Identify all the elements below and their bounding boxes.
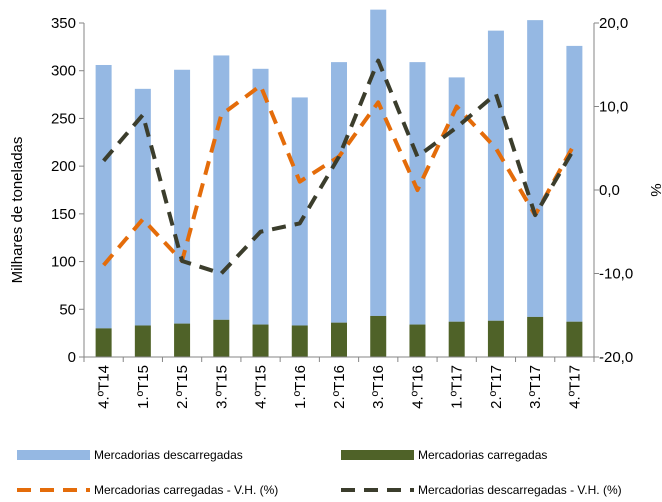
bar-mercadorias-carregadas — [370, 315, 387, 357]
y-axis-label: Milhares de toneladas — [9, 137, 26, 284]
bar-mercadorias-descarregadas — [213, 55, 230, 320]
x-tick-label: 1.ºT15 — [135, 365, 152, 409]
bar-mercadorias-carregadas — [95, 328, 112, 357]
bar-mercadorias-descarregadas — [174, 69, 191, 324]
bar-mercadorias-carregadas — [213, 319, 230, 357]
bar-mercadorias-carregadas — [566, 321, 583, 357]
bar-mercadorias-carregadas — [252, 324, 269, 357]
bar-mercadorias-carregadas — [487, 320, 504, 357]
y2-tick-label: 0,0 — [599, 182, 620, 199]
y2-tick-label: -10,0 — [599, 266, 633, 283]
x-tick-label: 2.ºT15 — [174, 365, 191, 409]
x-tick-label: 1.ºT17 — [449, 365, 466, 409]
x-tick-label: 4.ºT15 — [253, 365, 270, 409]
bar-mercadorias-carregadas — [448, 321, 465, 357]
legend: Mercadorias descarregadas Mercadorias car… — [17, 448, 622, 497]
y-tick-label: 250 — [51, 110, 76, 127]
bar-mercadorias-carregadas — [134, 325, 151, 357]
x-tick-label: 2.ºT17 — [488, 365, 505, 409]
x-tick-label: 3.ºT16 — [370, 365, 387, 409]
bar-mercadorias-carregadas — [331, 322, 347, 357]
x-tick-label: 4.ºT16 — [409, 365, 426, 409]
axes-group: 0 50 100 150 200 250 300 350 -20,0 -10,0 0,0 10,0 20… — [51, 15, 633, 409]
line-descarregadas-vh — [102, 58, 577, 276]
legend-descarregadas-vh-label: Mercadorias descarregadas - V.H. (%) — [418, 483, 622, 497]
y2-tick-label: 20,0 — [599, 15, 628, 32]
y-tick-label: 200 — [51, 158, 76, 175]
bar-mercadorias-descarregadas — [134, 88, 151, 326]
legend-mercadorias-carregadas-label: Mercadorias carregadas — [418, 448, 547, 462]
bar-mercadorias-descarregadas — [291, 97, 308, 326]
y-tick-label: 300 — [51, 63, 76, 80]
bar-mercadorias-descarregadas — [370, 9, 387, 316]
bar-mercadorias-carregadas — [174, 323, 191, 357]
bar-mercadorias-descarregadas — [409, 62, 426, 325]
y2-tick-label: -20,0 — [599, 349, 633, 366]
y-tick-label: 0 — [68, 349, 76, 366]
y-tick-label: 350 — [51, 15, 76, 32]
bar-mercadorias-descarregadas — [448, 77, 465, 322]
legend-mercadorias-carregadas-swatch — [341, 450, 414, 460]
y-tick-label: 50 — [59, 301, 76, 318]
bar-mercadorias-descarregadas — [487, 30, 504, 321]
x-tick-label: 3.ºT17 — [527, 365, 544, 409]
bar-mercadorias-descarregadas — [331, 62, 347, 323]
y2-tick-label: 10,0 — [599, 99, 628, 116]
legend-mercadorias-descarregadas-label: Mercadorias descarregadas — [94, 448, 243, 462]
x-tick-label: 2.ºT16 — [331, 365, 348, 409]
bar-mercadorias-descarregadas — [566, 45, 583, 322]
y-tick-label: 100 — [51, 254, 76, 271]
legend-carregadas-vh-label: Mercadorias carregadas - V.H. (%) — [94, 483, 278, 497]
bar-mercadorias-descarregadas — [527, 20, 544, 317]
bars-group — [95, 9, 583, 357]
bar-mercadorias-carregadas — [409, 324, 426, 357]
lines-group — [102, 58, 577, 276]
bar-mercadorias-descarregadas — [95, 64, 112, 329]
x-tick-label: 4.ºT14 — [96, 365, 113, 409]
bar-mercadorias-carregadas — [291, 325, 308, 357]
bar-mercadorias-descarregadas — [252, 68, 269, 325]
y2-axis-label: % — [647, 183, 662, 196]
bar-mercadorias-carregadas — [527, 316, 544, 357]
x-tick-label: 1.ºT16 — [292, 365, 309, 409]
y-tick-label: 150 — [51, 206, 76, 223]
legend-mercadorias-descarregadas-swatch — [17, 450, 90, 460]
x-tick-label: 3.ºT15 — [213, 365, 230, 409]
x-tick-label: 4.ºT17 — [566, 365, 583, 409]
